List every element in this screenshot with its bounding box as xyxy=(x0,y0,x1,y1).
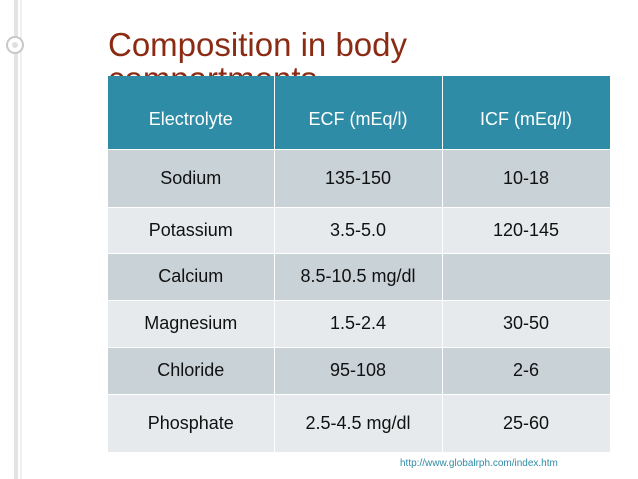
cell-icf: 120-145 xyxy=(442,206,611,253)
table-row: Phosphate 2.5-4.5 mg/dl 25-60 xyxy=(108,393,611,452)
cell-ecf: 95-108 xyxy=(274,346,443,394)
cell-electrolyte: Sodium xyxy=(108,148,275,207)
cell-electrolyte: Potassium xyxy=(108,206,275,253)
cell-ecf: 2.5-4.5 mg/dl xyxy=(274,393,443,452)
cell-electrolyte: Phosphate xyxy=(108,393,275,452)
table-row: Chloride 95-108 2-6 xyxy=(108,346,611,394)
electrolyte-table: Electrolyte ECF (mEq/l) ICF (mEq/l) Sodi… xyxy=(108,76,611,452)
cell-ecf: 8.5-10.5 mg/dl xyxy=(274,252,443,300)
cell-icf: 25-60 xyxy=(442,393,611,452)
cell-ecf: 3.5-5.0 xyxy=(274,206,443,253)
cell-ecf: 135-150 xyxy=(274,148,443,207)
left-decorative-line xyxy=(20,0,22,479)
table-row: Sodium 135-150 10-18 xyxy=(108,148,611,207)
cell-icf xyxy=(442,252,611,300)
table-row: Magnesium 1.5-2.4 30-50 xyxy=(108,299,611,347)
source-link[interactable]: http://www.globalrph.com/index.htm xyxy=(400,458,558,469)
left-decorative-bar xyxy=(14,0,18,479)
table-row: Potassium 3.5-5.0 120-145 xyxy=(108,206,611,253)
table-header-row: Electrolyte ECF (mEq/l) ICF (mEq/l) xyxy=(108,76,611,149)
cell-electrolyte: Chloride xyxy=(108,346,275,394)
cell-icf: 30-50 xyxy=(442,299,611,347)
ring-decoration-icon xyxy=(6,36,24,54)
header-icf: ICF (mEq/l) xyxy=(442,76,611,149)
cell-electrolyte: Calcium xyxy=(108,252,275,300)
header-electrolyte: Electrolyte xyxy=(108,76,275,149)
table-row: Calcium 8.5-10.5 mg/dl xyxy=(108,252,611,300)
cell-ecf: 1.5-2.4 xyxy=(274,299,443,347)
header-ecf: ECF (mEq/l) xyxy=(274,76,443,149)
cell-icf: 2-6 xyxy=(442,346,611,394)
cell-icf: 10-18 xyxy=(442,148,611,207)
cell-electrolyte: Magnesium xyxy=(108,299,275,347)
